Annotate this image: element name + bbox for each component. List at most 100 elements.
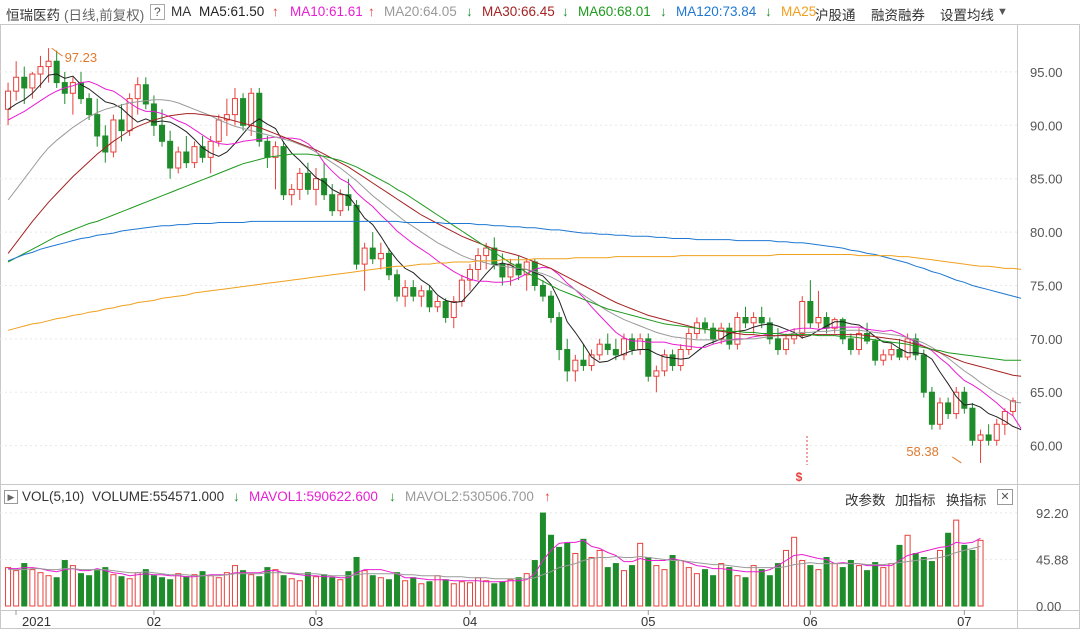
candle-body[interactable] — [223, 114, 230, 121]
volume-bar[interactable] — [888, 563, 895, 607]
volume-bar[interactable] — [896, 544, 903, 607]
volume-bar[interactable] — [94, 570, 101, 607]
volume-bar[interactable] — [604, 567, 611, 607]
volume-bar[interactable] — [904, 534, 911, 607]
candle-body[interactable] — [993, 423, 1000, 441]
volume-bar[interactable] — [864, 570, 871, 607]
help-icon[interactable]: ? — [150, 4, 165, 20]
volume-bar[interactable] — [142, 569, 149, 607]
candle-body[interactable] — [548, 295, 555, 318]
volume-bar[interactable] — [880, 567, 887, 607]
candle-body[interactable] — [296, 172, 303, 190]
volume-bar[interactable] — [945, 532, 952, 607]
candle-body[interactable] — [896, 349, 903, 358]
volume-bar[interactable] — [434, 575, 441, 607]
candle-body[interactable] — [69, 82, 76, 94]
volume-bar[interactable] — [572, 552, 579, 607]
volume-bar[interactable] — [685, 567, 692, 607]
volume-bar[interactable] — [167, 579, 174, 607]
candle-body[interactable] — [215, 119, 222, 142]
volume-bar[interactable] — [515, 577, 522, 607]
candle-body[interactable] — [596, 343, 603, 356]
volume-bar[interactable] — [507, 579, 514, 607]
candle-body[interactable] — [256, 92, 263, 142]
candle-body[interactable] — [864, 333, 871, 342]
volume-bar[interactable] — [256, 576, 263, 607]
volume-bar[interactable] — [669, 554, 676, 607]
candle-body[interactable] — [21, 76, 28, 89]
volume-bar[interactable] — [199, 571, 206, 607]
volume-bar[interactable] — [410, 577, 417, 607]
candle-body[interactable] — [110, 119, 117, 153]
candle-body[interactable] — [710, 327, 717, 340]
candle-body[interactable] — [150, 103, 157, 126]
candle-body[interactable] — [37, 66, 44, 75]
volume-bar[interactable] — [807, 565, 814, 607]
volume-bar[interactable] — [475, 577, 482, 607]
volume-bar[interactable] — [774, 563, 781, 607]
volume-bar[interactable] — [264, 567, 271, 607]
volume-bar[interactable] — [126, 578, 133, 607]
volume-bar[interactable] — [531, 560, 538, 607]
candle-body[interactable] — [936, 402, 944, 425]
volume-bar[interactable] — [150, 575, 157, 607]
candle-body[interactable] — [321, 178, 328, 196]
volume-bar[interactable] — [912, 552, 919, 607]
volume-bar[interactable] — [13, 570, 20, 607]
change-params-button[interactable]: 改参数 — [845, 493, 886, 508]
candle-body[interactable] — [766, 322, 773, 340]
candle-body[interactable] — [167, 140, 174, 169]
hk-connect-link[interactable]: 沪股通 — [815, 8, 856, 23]
volume-bar[interactable] — [766, 575, 773, 607]
candle-body[interactable] — [645, 338, 652, 377]
volume-bar[interactable] — [369, 575, 376, 607]
candle-body[interactable] — [928, 391, 935, 425]
candle-body[interactable] — [159, 124, 166, 142]
candle-body[interactable] — [304, 172, 311, 190]
candle-body[interactable] — [758, 316, 765, 324]
candle-body[interactable] — [783, 338, 790, 351]
volume-bar[interactable] — [175, 573, 182, 607]
candle-body[interactable] — [588, 354, 595, 367]
candle-body[interactable] — [199, 146, 206, 158]
volume-bar[interactable] — [936, 549, 944, 607]
volume-bar[interactable] — [337, 579, 344, 607]
switch-indicator-button[interactable]: 换指标 — [946, 493, 987, 508]
candle-body[interactable] — [945, 402, 952, 415]
volume-bar[interactable] — [69, 565, 76, 607]
candle-body[interactable] — [13, 76, 20, 92]
volume-bar[interactable] — [483, 580, 490, 607]
volume-bar[interactable] — [304, 572, 311, 607]
volume-bar[interactable] — [499, 581, 506, 607]
volume-menu-icon[interactable]: ▶ — [4, 490, 18, 504]
volume-bar[interactable] — [677, 560, 684, 607]
candle-body[interactable] — [94, 114, 101, 137]
candle-body[interactable] — [523, 261, 530, 276]
volume-bar[interactable] — [855, 565, 862, 607]
candle-body[interactable] — [750, 316, 757, 324]
volume-bar[interactable] — [580, 538, 587, 607]
candle-body[interactable] — [191, 146, 198, 164]
volume-bar[interactable] — [312, 576, 320, 607]
candle-body[interactable] — [637, 338, 644, 351]
volume-bar[interactable] — [466, 582, 473, 607]
volume-bar[interactable] — [394, 572, 401, 607]
candle-body[interactable] — [5, 90, 12, 110]
candle-body[interactable] — [961, 391, 968, 409]
candle-body[interactable] — [231, 98, 238, 116]
candle-body[interactable] — [969, 407, 976, 441]
volume-bar[interactable] — [758, 569, 765, 607]
candle-body[interactable] — [726, 327, 733, 345]
candle-body[interactable] — [888, 349, 895, 356]
candle-body[interactable] — [426, 290, 433, 308]
volume-bar[interactable] — [523, 573, 530, 607]
candle-body[interactable] — [920, 354, 927, 393]
candle-body[interactable] — [539, 284, 546, 297]
candle-body[interactable] — [434, 300, 441, 308]
volume-bar[interactable] — [693, 573, 700, 607]
candle-body[interactable] — [240, 98, 247, 126]
candle-body[interactable] — [701, 322, 709, 329]
volume-bar[interactable] — [183, 576, 190, 607]
volume-bar[interactable] — [588, 557, 595, 607]
